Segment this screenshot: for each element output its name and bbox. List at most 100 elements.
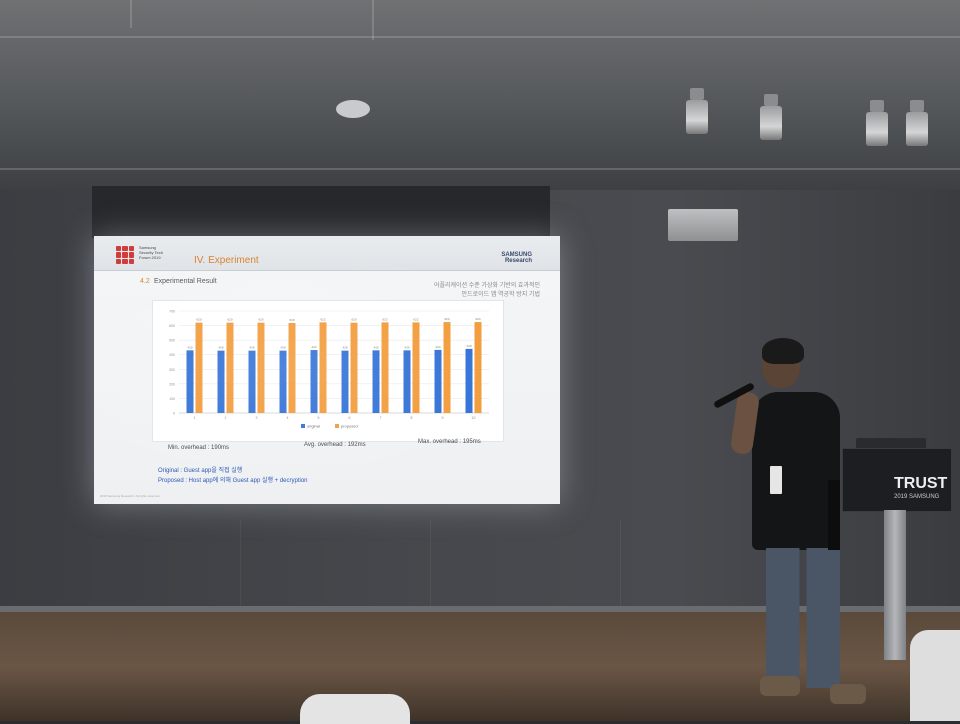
x-tick-label: 2 [225, 416, 227, 420]
podium-logo-icon [852, 460, 888, 476]
data-label: 620 [258, 318, 263, 322]
bar-chart: 0 100 200 300 400 500 600 700 430 620 1 428 620 2 428 6… [152, 300, 504, 442]
laptop [856, 438, 926, 450]
slide-header [94, 236, 560, 271]
data-label: 622 [382, 317, 387, 321]
bar-original [465, 348, 473, 413]
x-tick-label: 6 [349, 416, 351, 420]
bar-original [248, 350, 256, 413]
wall-panel [620, 520, 621, 630]
x-tick-label: 3 [256, 416, 258, 420]
forum-name: Samsung Security Tech Forum 2019 [139, 245, 163, 260]
bar-proposed [350, 322, 358, 413]
y-tick-label: 200 [169, 382, 175, 386]
copyright: 2019 Samsung Research. All rights reserv… [100, 494, 161, 498]
data-label: 428 [280, 346, 285, 350]
bar-chart-svg: 0 100 200 300 400 500 600 700 430 620 1 428 620 2 428 6… [169, 310, 489, 429]
samsung-research-logo: SAMSUNG Research [501, 252, 532, 264]
spotlight [760, 94, 782, 140]
bar-proposed [443, 322, 451, 413]
bar-original [403, 350, 411, 413]
bar-proposed [195, 322, 203, 413]
bar-original [372, 350, 380, 413]
wall-speaker [668, 209, 738, 241]
y-tick-label: 100 [169, 397, 175, 401]
y-tick-label: 600 [169, 324, 175, 328]
bar-proposed [257, 322, 265, 413]
data-label: 430 [187, 345, 192, 349]
ceiling [0, 0, 960, 190]
ceiling-seam [130, 0, 132, 28]
chair [910, 630, 960, 721]
ceiling-seam [0, 36, 960, 38]
spotlight [866, 100, 888, 146]
data-label: 624 [444, 317, 449, 321]
x-tick-label: 10 [472, 416, 476, 420]
korean-title: 어플리케이션 수준 가상화 기반의 효과적인 안드로이드 앱 역공학 방지 기법 [433, 283, 540, 298]
presenter-shoe [760, 676, 800, 696]
x-tick-label: 5 [318, 416, 320, 420]
bar-original [341, 350, 349, 413]
legend-label: original [307, 424, 320, 429]
data-label: 430 [373, 345, 378, 349]
presenter-legs [766, 548, 840, 688]
bar-proposed [412, 322, 420, 413]
x-tick-label: 9 [442, 416, 444, 420]
podium-sign [842, 448, 952, 512]
data-label: 622 [320, 317, 325, 321]
x-tick-label: 8 [411, 416, 413, 420]
y-tick-label: 0 [173, 412, 175, 416]
presenter-torso [752, 392, 840, 550]
y-tick-label: 400 [169, 353, 175, 357]
avg-overhead: Avg. overhead : 192ms [304, 442, 366, 448]
presenter-shoe [830, 684, 866, 704]
presenter-hair [762, 338, 804, 364]
bar-original [186, 350, 194, 413]
bar-original [279, 350, 287, 413]
chair [300, 694, 410, 724]
note-original: Original : Guest app을 직접 실행 [158, 468, 243, 474]
data-label: 618 [289, 318, 294, 322]
data-label: 428 [342, 346, 347, 350]
x-tick-label: 7 [380, 416, 382, 420]
ceiling-seam [0, 168, 960, 170]
x-tick-label: 1 [194, 416, 196, 420]
data-label: 620 [227, 318, 232, 322]
bar-proposed [474, 322, 482, 413]
bar-proposed [381, 322, 389, 413]
podium-trust-text: TRUST [894, 475, 948, 492]
bar-original [434, 349, 442, 413]
smoke-detector [336, 100, 370, 118]
spotlight [906, 100, 928, 146]
baseboard [0, 606, 960, 612]
ceiling-seam [372, 0, 374, 40]
data-label: 620 [351, 318, 356, 322]
bar-proposed [226, 322, 234, 413]
bar-proposed [288, 322, 296, 413]
y-tick-label: 500 [169, 339, 175, 343]
data-label: 428 [218, 346, 223, 350]
legend-label: proposed [341, 424, 358, 429]
data-label: 440 [466, 344, 471, 348]
section-title: Experimental Result [154, 278, 217, 285]
forum-logo-icon [116, 246, 134, 264]
data-label: 430 [404, 345, 409, 349]
x-tick-label: 4 [287, 416, 289, 420]
data-label: 433 [435, 345, 440, 349]
wall-panel [240, 520, 241, 630]
y-tick-label: 300 [169, 368, 175, 372]
banner-edge [828, 480, 840, 550]
slide-title: IV. Experiment [194, 255, 259, 266]
name-badge [770, 466, 782, 494]
data-label: 624 [475, 317, 480, 321]
bar-original [310, 350, 318, 413]
legend-swatch [335, 424, 339, 428]
section-number: 4.2 [140, 278, 150, 285]
podium-stand [884, 510, 906, 660]
wall-panel [430, 520, 431, 630]
y-tick-label: 700 [169, 310, 175, 314]
bar-original [217, 350, 225, 413]
projected-slide: Samsung Security Tech Forum 2019 IV. Exp… [94, 236, 560, 504]
bar-proposed [319, 322, 327, 413]
note-proposed: Proposed : Host app에 의해 Guest app 실행 + d… [158, 478, 308, 484]
